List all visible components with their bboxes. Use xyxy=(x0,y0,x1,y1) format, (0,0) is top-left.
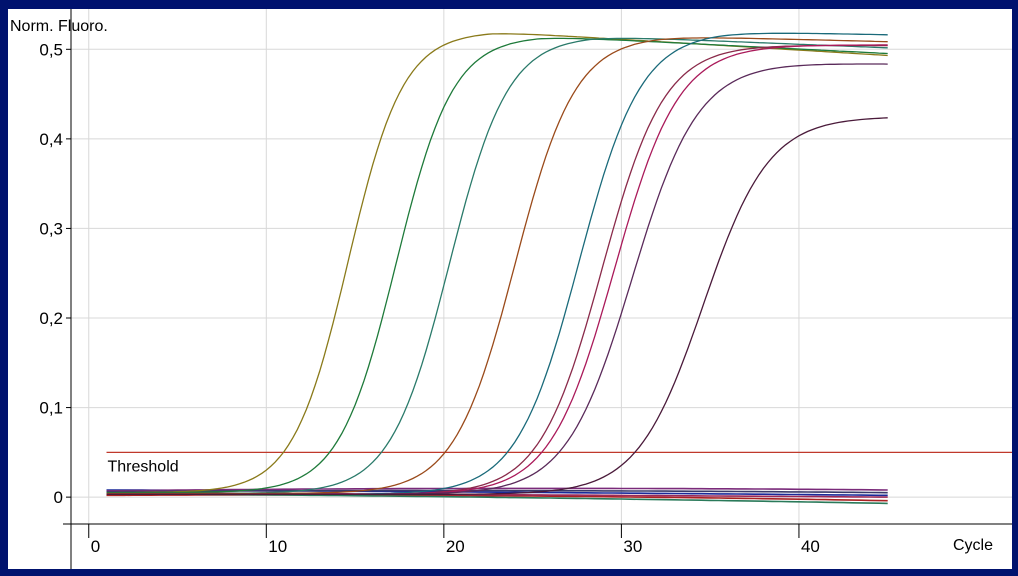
threshold-label: Threshold xyxy=(108,458,179,475)
amplification-curve xyxy=(106,44,888,496)
amplification-chart: 0 10 20 30 40 0 0,1 0,2 0,3 0,4 0,5 Threshold Norm… xyxy=(10,9,1012,569)
amplification-curve xyxy=(106,117,888,496)
y-tick-label: 0,3 xyxy=(39,219,63,238)
x-tick-label: 40 xyxy=(801,537,820,556)
threshold: Threshold xyxy=(106,451,1012,475)
negative-curve xyxy=(106,487,888,492)
y-tick-label: 0,4 xyxy=(39,130,63,149)
amplification-curve xyxy=(106,37,888,495)
amplification-curve xyxy=(106,37,888,494)
amplification-curve xyxy=(106,33,888,494)
x-tick-label: 30 xyxy=(623,537,642,556)
x-tick-label: 0 xyxy=(91,537,100,556)
y-axis-label: Norm. Fluoro. xyxy=(10,18,108,35)
chart-frame: 0 10 20 30 40 0 0,1 0,2 0,3 0,4 0,5 Threshold Norm… xyxy=(8,9,1012,569)
amplification-curve xyxy=(106,44,888,496)
amplification-curve xyxy=(106,32,888,496)
y-tick-label: 0,2 xyxy=(39,309,63,328)
x-tick-label: 20 xyxy=(446,537,465,556)
x-tick-label: 10 xyxy=(268,537,287,556)
y-tick-label: 0,1 xyxy=(39,399,63,418)
tick-labels: 0 10 20 30 40 0 0,1 0,2 0,3 0,4 0,5 xyxy=(39,40,820,556)
amplification-curve xyxy=(106,63,888,496)
y-tick-label: 0,5 xyxy=(39,40,63,59)
x-axis-label: Cycle xyxy=(953,537,993,554)
grid xyxy=(71,9,1012,524)
y-tick-label: 0 xyxy=(54,488,63,507)
amplification-curve xyxy=(106,37,888,495)
negative-curves xyxy=(106,487,888,505)
amplification-curves xyxy=(106,32,888,496)
axes xyxy=(63,9,1012,569)
